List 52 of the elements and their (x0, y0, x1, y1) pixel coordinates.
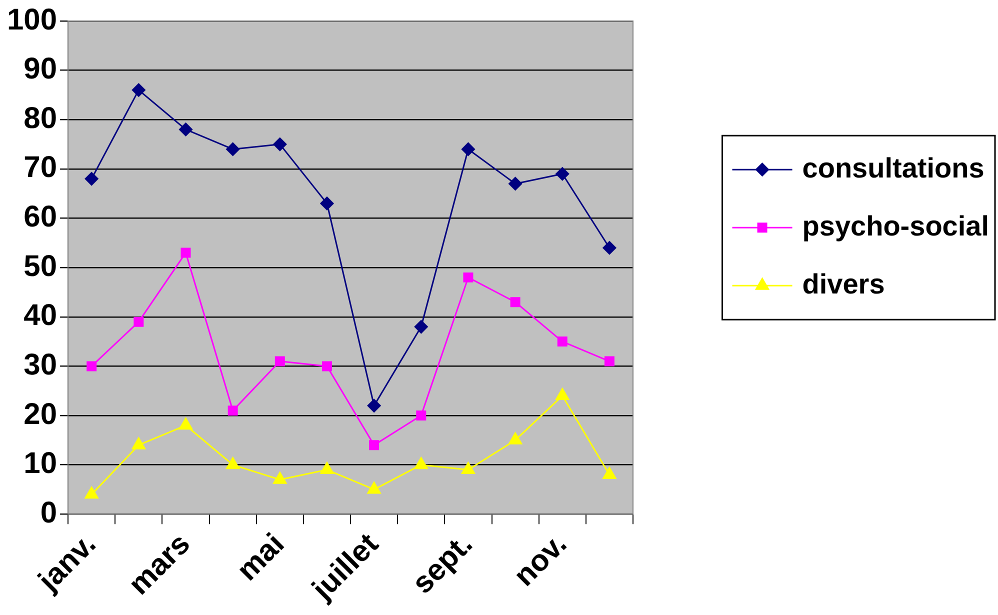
point (322, 361, 332, 372)
point (132, 437, 146, 450)
point (414, 320, 428, 334)
y-tick-label: 90 (24, 52, 58, 86)
y-tick-label: 50 (24, 250, 58, 283)
point (602, 241, 616, 255)
point (604, 356, 614, 366)
point (510, 297, 520, 308)
point (274, 356, 285, 366)
point (463, 272, 474, 282)
point (508, 432, 522, 444)
point (228, 406, 238, 416)
point (557, 336, 568, 347)
point (508, 176, 522, 190)
y-tick-label: 70 (24, 151, 58, 184)
point (178, 418, 193, 430)
point (416, 410, 426, 421)
point (367, 398, 381, 412)
y-tick-label: 20 (24, 398, 58, 431)
point (226, 457, 240, 470)
y-tick-label: 10 (24, 447, 58, 480)
point (132, 83, 146, 97)
legend-label: psycho-social (802, 210, 990, 242)
point (367, 482, 381, 494)
legend-label: divers (802, 268, 885, 300)
point (602, 466, 616, 479)
y-tick-label: 40 (24, 299, 58, 332)
point (320, 462, 334, 474)
point (84, 486, 98, 499)
point (414, 457, 428, 470)
point (86, 361, 97, 372)
point (369, 440, 380, 450)
point (180, 248, 191, 258)
point (273, 138, 287, 152)
x-tick-label: mai (230, 527, 291, 588)
point (320, 196, 334, 210)
x-tick-label: nov. (508, 527, 574, 593)
point (226, 142, 240, 156)
point (461, 142, 475, 156)
point (273, 472, 287, 484)
y-tick-label: 0 (40, 496, 58, 530)
y-tick-label: 100 (6, 3, 58, 36)
legend-label: consultations (802, 152, 984, 184)
point (84, 172, 98, 186)
y-tick-label: 30 (24, 348, 58, 382)
y-tick-label: 80 (24, 102, 58, 135)
point (461, 462, 476, 474)
point (556, 388, 570, 400)
y-tick-label: 60 (24, 200, 58, 234)
point (179, 122, 192, 136)
point (556, 167, 570, 181)
point (134, 316, 144, 327)
